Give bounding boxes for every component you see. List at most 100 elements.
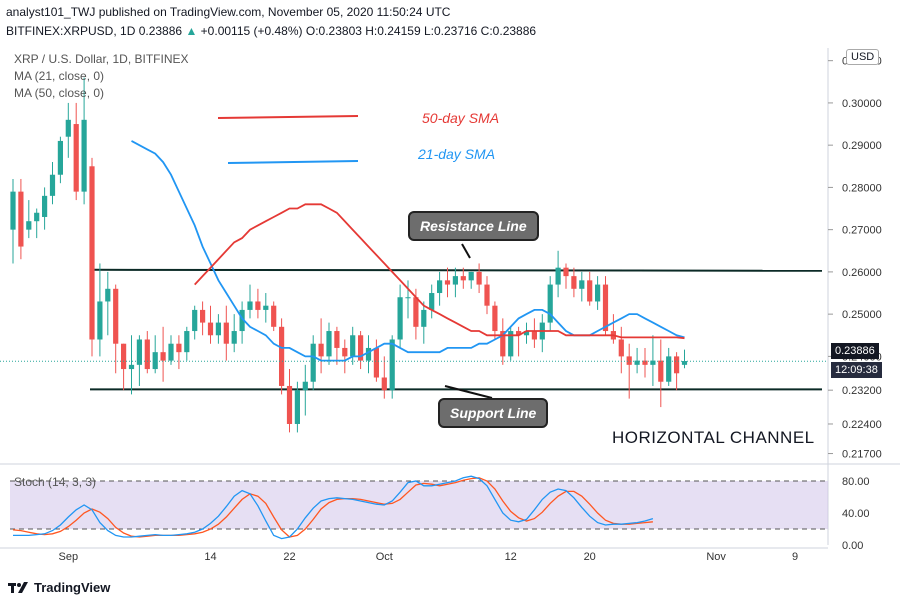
- sma50-annotation: 50-day SMA: [422, 110, 500, 126]
- candle: [247, 284, 253, 319]
- candle: [342, 339, 348, 374]
- candle-body: [144, 339, 150, 370]
- candle-body: [516, 331, 522, 336]
- candle: [452, 267, 458, 298]
- candle: [618, 326, 624, 374]
- candle-body: [595, 284, 601, 302]
- sma21-sample-line: [227, 160, 359, 164]
- candle-body: [73, 124, 79, 192]
- candle-body: [263, 305, 269, 310]
- candle: [516, 326, 522, 357]
- candle: [255, 288, 261, 319]
- candle-body: [421, 309, 427, 327]
- candle: [492, 301, 498, 340]
- candle-body: [318, 343, 324, 357]
- candle-body: [168, 343, 174, 361]
- stoch-legend[interactable]: Stoch (14, 3, 3): [14, 475, 97, 489]
- price-tick-label: 0.21700: [842, 449, 882, 461]
- tradingview-logo[interactable]: TradingView: [8, 580, 110, 595]
- time-tick-label: Oct: [376, 551, 393, 563]
- price-tick-label: 0.22400: [842, 419, 882, 431]
- candle: [381, 356, 387, 399]
- price-tick-label: 0.26000: [842, 267, 882, 279]
- candle-body: [444, 280, 451, 285]
- candle-body: [571, 276, 577, 289]
- candle: [389, 335, 395, 399]
- candle: [176, 335, 182, 370]
- time-tick-label: 22: [283, 551, 295, 563]
- candle-body: [476, 271, 482, 285]
- candle: [73, 102, 79, 201]
- candle: [634, 347, 640, 374]
- candle: [223, 305, 229, 361]
- candle-body: [34, 212, 40, 222]
- candle: [200, 301, 206, 336]
- candle-body: [381, 377, 387, 391]
- ma50-legend[interactable]: MA (50, close, 0): [14, 86, 105, 100]
- price-tick-label: 0.23200: [842, 385, 882, 397]
- symbol[interactable]: BITFINEX:XRPUSD, 1D: [6, 24, 136, 38]
- brand-name: TradingView: [34, 580, 111, 595]
- candle-body: [642, 360, 648, 365]
- candle-body: [26, 221, 32, 230]
- candle-body: [279, 326, 285, 386]
- candle: [350, 326, 356, 365]
- candle: [523, 322, 530, 344]
- currency-button[interactable]: USD: [846, 49, 880, 65]
- candle: [658, 339, 664, 408]
- resistance-line: [91, 268, 823, 272]
- candle: [263, 293, 269, 323]
- candle: [421, 301, 427, 344]
- candle-body: [10, 191, 16, 230]
- candle: [302, 364, 308, 416]
- candle: [681, 349, 688, 369]
- up-arrow-icon: ▲: [185, 24, 198, 38]
- support-annotation: Support Line: [438, 398, 549, 428]
- candle: [286, 369, 293, 433]
- candle-body: [184, 331, 190, 353]
- candle: [666, 347, 672, 386]
- candle: [571, 267, 577, 298]
- candle-body: [626, 356, 632, 365]
- candle: [626, 343, 632, 399]
- stoch-tick-label: 40.00: [842, 508, 870, 520]
- channel-annotation: HORIZONTAL CHANNEL: [612, 428, 815, 447]
- candle: [373, 339, 379, 382]
- candle-body: [531, 331, 537, 340]
- candle-body: [634, 360, 640, 365]
- last-price: 0.23886: [138, 24, 183, 38]
- candle: [579, 271, 585, 302]
- candle-body: [413, 297, 419, 327]
- candle: [476, 263, 482, 294]
- candle: [531, 318, 537, 348]
- candle-body: [97, 301, 103, 340]
- candle-body: [255, 301, 261, 310]
- candle: [508, 326, 514, 361]
- candle-body: [508, 331, 514, 357]
- price-change: +0.00115 (+0.48%): [200, 24, 303, 38]
- candle-body: [200, 309, 206, 323]
- candle: [184, 326, 190, 361]
- stoch-k-line: [13, 475, 654, 540]
- candle: [326, 322, 332, 365]
- candle-body: [18, 191, 24, 247]
- candle-body: [342, 347, 348, 357]
- price-tick-label: 0.30000: [842, 98, 882, 110]
- candle: [429, 284, 435, 319]
- candle: [642, 347, 648, 378]
- candle: [207, 305, 214, 344]
- candle: [595, 276, 601, 310]
- candle: [215, 314, 221, 344]
- ma21-legend[interactable]: MA (21, close, 0): [14, 69, 105, 83]
- candle: [121, 343, 127, 391]
- price-tick-label: 0.29000: [842, 140, 882, 152]
- candle: [113, 284, 119, 374]
- publisher-line: analyst101_TWJ published on TradingView.…: [6, 5, 451, 19]
- candle-body: [207, 322, 214, 336]
- candle-body: [215, 322, 221, 336]
- time-tick-label: Nov: [706, 551, 726, 563]
- candle-body: [484, 284, 490, 306]
- candle-body: [192, 309, 198, 332]
- candle: [460, 267, 466, 289]
